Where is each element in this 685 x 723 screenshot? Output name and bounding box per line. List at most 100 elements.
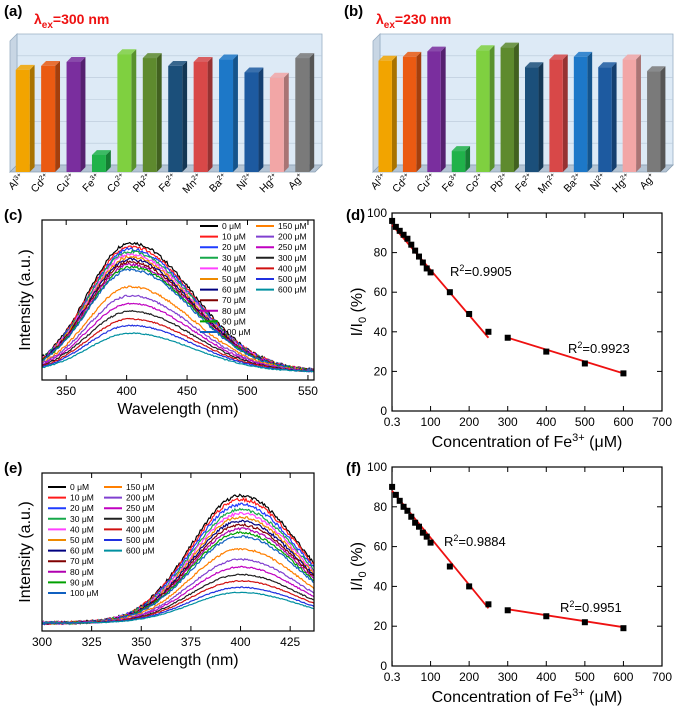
y-tick-label: 40 (374, 325, 388, 339)
scatter-chart-d: 0 20 40 60 80 100 0.3 100 200 300 400 500 600 700 R2=0… (349, 206, 672, 451)
x-tick-label: 700 (652, 670, 672, 684)
category-label: Cd2+ (29, 172, 53, 196)
bar-side (131, 49, 137, 173)
x-tick-label: 550 (298, 384, 318, 398)
legend-label: 60 μM (222, 285, 246, 295)
bar-top (378, 55, 397, 61)
x-tick-label: 350 (56, 384, 76, 398)
bar-chart-b: Al3+Cd2+Cu2+Fe3+Co2+Pb2+Fe2+Mn2+Ba2+Ni2+… (369, 33, 674, 196)
bar-al-0 (15, 69, 30, 172)
bar-pb-5 (500, 47, 515, 172)
data-point (466, 310, 473, 317)
bar-top (524, 62, 544, 68)
y-tick-label: 80 (374, 500, 388, 514)
x-axis-label: Concentration of Fe3+ (μM) (432, 432, 623, 451)
lambda-sub-a: ex (42, 20, 54, 31)
y-axis-label: Intensity (a.u.) (17, 249, 34, 350)
data-point (423, 533, 430, 540)
floor (9, 164, 323, 173)
bar-side (80, 57, 86, 173)
bar-top (622, 54, 641, 60)
fit-line (391, 224, 490, 339)
bar-side (55, 60, 61, 172)
data-point (543, 613, 550, 620)
lambda-value-b: =230 nm (395, 11, 451, 27)
plot-frame (391, 466, 663, 667)
legend-label: 0 μM (222, 221, 241, 231)
x-tick-label: 200 (459, 670, 479, 684)
bar-cd-1 (402, 56, 417, 172)
legend-label: 150 μM (278, 221, 307, 231)
data-point (620, 625, 627, 632)
category-label: Cu2+ (415, 172, 439, 196)
bar-ag-11 (295, 58, 310, 172)
bar-cu-2 (66, 61, 81, 172)
bar-side (514, 42, 519, 173)
bar-ba-8 (573, 56, 588, 172)
y-tick-label: 60 (374, 540, 388, 554)
bar-fe-3 (451, 151, 466, 172)
lambda-prefix-a: λ (34, 11, 42, 27)
x-tick-label: 700 (652, 415, 672, 429)
bar-side (636, 54, 641, 172)
category-label: Al3+ (6, 172, 27, 193)
legend-label: 300 μM (126, 514, 155, 524)
x-tick-label: 400 (536, 670, 556, 684)
floor (372, 164, 674, 173)
bar-top (295, 53, 315, 59)
y-tick-label: 0 (380, 659, 387, 673)
bar-top (647, 66, 666, 72)
legend-label: 60 μM (70, 546, 94, 556)
category-label: Co2+ (463, 172, 487, 196)
bar-side (440, 46, 446, 172)
r-squared-label: R2=0.9923 (568, 340, 630, 356)
fit-line (507, 336, 624, 375)
category-label: Fe2+ (513, 172, 536, 195)
y-tick-label: 20 (374, 364, 388, 378)
legend-label: 600 μM (278, 285, 307, 295)
category-label: Ni2+ (234, 172, 255, 193)
spectrum-line (42, 522, 315, 625)
lambda-sub-b: ex (384, 20, 396, 31)
data-point (392, 223, 399, 230)
spectrum-line (41, 294, 315, 373)
legend-label: 90 μM (70, 577, 94, 587)
legend-label: 80 μM (70, 567, 94, 577)
data-point (466, 583, 473, 590)
data-point (389, 483, 396, 490)
bar-fe-3 (91, 154, 106, 172)
bar-side (182, 60, 188, 172)
bar-fe-6 (168, 65, 183, 172)
legend-label: 400 μM (278, 263, 307, 273)
legend-label: 20 μM (70, 503, 94, 513)
category-label: Fe3+ (440, 172, 463, 195)
legend-label: 30 μM (222, 253, 246, 263)
legend-label: 10 μM (70, 493, 94, 503)
x-tick-label: 400 (117, 384, 137, 398)
x-tick-label: 350 (131, 635, 151, 649)
data-point (446, 563, 453, 570)
bar-ag-11 (647, 71, 661, 172)
category-label: Mn2+ (536, 172, 560, 196)
panel-label-d: (d) (346, 207, 365, 224)
x-tick-label: 300 (32, 635, 52, 649)
plot-frame (41, 219, 315, 381)
y-tick-label: 100 (367, 206, 387, 220)
x-tick-label: 600 (613, 670, 633, 684)
legend-label: 200 μM (126, 493, 155, 503)
x-axis-label: Concentration of Fe3+ (μM) (432, 687, 623, 706)
r-squared-label: R2=0.9884 (444, 533, 506, 549)
bar-ni-9 (244, 72, 259, 172)
legend-label: 150 μM (126, 482, 155, 492)
data-point (389, 217, 396, 224)
bar-ba-8 (219, 59, 234, 173)
bar-side (156, 53, 162, 172)
bar-side (391, 55, 397, 172)
x-axis-label: Wavelength (nm) (117, 401, 238, 418)
bar-top (193, 57, 213, 62)
spectrum-line (41, 260, 315, 372)
bar-top (168, 60, 188, 66)
legend-label: 10 μM (222, 232, 246, 242)
fit-line (507, 608, 624, 629)
